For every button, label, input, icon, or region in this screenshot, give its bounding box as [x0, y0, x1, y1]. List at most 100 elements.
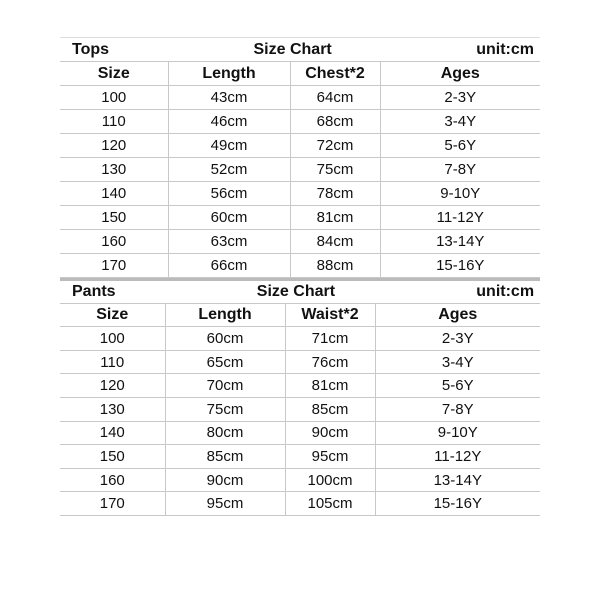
table-cell: 68cm: [289, 109, 380, 134]
table-cell: 150: [60, 205, 168, 230]
table-cell: 9-10Y: [374, 421, 541, 446]
table-cell: 95cm: [164, 491, 285, 516]
table-cell: 7-8Y: [379, 157, 540, 182]
table-row: 150 85cm 95cm 11-12Y: [60, 444, 541, 469]
table-cell: 43cm: [167, 85, 290, 110]
table-cell: 7-8Y: [374, 397, 541, 422]
column-header: Size: [60, 61, 168, 86]
table-cell: 49cm: [167, 133, 290, 158]
tops-size-table: Tops Size Chart unit:cm Size Length Chest*2 Ag…: [60, 37, 540, 278]
table-cell: 3-4Y: [379, 109, 540, 134]
table-cell: 11-12Y: [379, 205, 540, 230]
table-row: 160 63cm 84cm 13-14Y: [60, 229, 540, 254]
table-cell: 71cm: [284, 326, 375, 351]
table-cell: 81cm: [284, 373, 375, 398]
table-cell: 78cm: [289, 181, 380, 206]
table-cell: 84cm: [289, 229, 380, 254]
table-row: 150 60cm 81cm 11-12Y: [60, 205, 540, 230]
category-label: Pants: [72, 282, 116, 300]
table-row: 100 60cm 71cm 2-3Y: [60, 326, 541, 351]
table-cell: 70cm: [164, 373, 285, 398]
table-cell: 85cm: [164, 444, 285, 469]
table-title-row: Pants Size Chart unit:cm: [60, 278, 541, 304]
table-cell: 170: [60, 491, 165, 516]
table-cell: 100cm: [284, 468, 375, 493]
table-cell: 120: [60, 373, 165, 398]
header-row: Size Length Chest*2 Ages: [60, 61, 540, 86]
table-cell: 9-10Y: [379, 181, 540, 206]
table-cell: 81cm: [289, 205, 380, 230]
table-row: 170 95cm 105cm 15-16Y: [60, 491, 541, 516]
column-header: Size: [60, 303, 165, 328]
table-cell: 105cm: [284, 491, 375, 516]
table-cell: 60cm: [164, 326, 285, 351]
column-header: Ages: [379, 61, 540, 86]
table-cell: 100: [60, 326, 165, 351]
table-cell: 150: [60, 444, 165, 469]
table-cell: 160: [60, 468, 165, 493]
table-cell: 110: [60, 350, 165, 375]
table-cell: 140: [60, 421, 165, 446]
column-header: Length: [167, 61, 290, 86]
table-cell: 3-4Y: [374, 350, 541, 375]
table-cell: 110: [60, 109, 168, 134]
table-row: 140 80cm 90cm 9-10Y: [60, 421, 541, 446]
table-cell: 65cm: [164, 350, 285, 375]
table-row: 120 49cm 72cm 5-6Y: [60, 133, 540, 158]
category-label: Tops: [72, 40, 110, 58]
table-cell: 90cm: [284, 421, 375, 446]
table-cell: 11-12Y: [374, 444, 541, 469]
table-cell: 2-3Y: [379, 85, 540, 110]
table-cell: 15-16Y: [379, 253, 540, 278]
table-cell: 5-6Y: [374, 373, 541, 398]
column-header: Chest*2: [289, 61, 380, 86]
table-cell: 75cm: [164, 397, 285, 422]
table-row: 130 75cm 85cm 7-8Y: [60, 397, 541, 422]
table-cell: 130: [60, 397, 165, 422]
table-cell: 56cm: [167, 181, 290, 206]
table-cell: 75cm: [289, 157, 380, 182]
table-cell: 140: [60, 181, 168, 206]
column-header: Length: [164, 303, 285, 328]
table-row: 110 65cm 76cm 3-4Y: [60, 350, 541, 375]
unit-label: unit:cm: [476, 40, 534, 58]
chart-title: Size Chart: [256, 282, 336, 300]
table-cell: 100: [60, 85, 168, 110]
table-cell: 170: [60, 253, 168, 278]
table-cell: 46cm: [167, 109, 290, 134]
table-cell: 66cm: [167, 253, 290, 278]
column-header: Waist*2: [284, 303, 375, 328]
table-cell: 90cm: [164, 468, 285, 493]
table-cell: 120: [60, 133, 168, 158]
header-row: Size Length Waist*2 Ages: [60, 303, 541, 328]
table-cell: 13-14Y: [374, 468, 541, 493]
table-cell: 52cm: [167, 157, 290, 182]
table-cell: 80cm: [164, 421, 285, 446]
table-row: 120 70cm 81cm 5-6Y: [60, 373, 541, 398]
column-header: Ages: [374, 303, 541, 328]
table-cell: 5-6Y: [379, 133, 540, 158]
table-row: 170 66cm 88cm 15-16Y: [60, 253, 540, 278]
table-cell: 63cm: [167, 229, 290, 254]
table-row: 140 56cm 78cm 9-10Y: [60, 181, 540, 206]
table-cell: 13-14Y: [379, 229, 540, 254]
table-row: 160 90cm 100cm 13-14Y: [60, 468, 541, 493]
table-row: 110 46cm 68cm 3-4Y: [60, 109, 540, 134]
table-cell: 160: [60, 229, 168, 254]
table-cell: 88cm: [289, 253, 380, 278]
table-cell: 95cm: [284, 444, 375, 469]
table-title-row: Tops Size Chart unit:cm: [60, 37, 540, 62]
unit-label: unit:cm: [476, 282, 535, 300]
table-cell: 60cm: [167, 205, 290, 230]
table-cell: 130: [60, 157, 168, 182]
table-cell: 64cm: [289, 85, 380, 110]
table-cell: 85cm: [284, 397, 375, 422]
table-row: 100 43cm 64cm 2-3Y: [60, 85, 540, 110]
table-cell: 72cm: [289, 133, 380, 158]
table-cell: 15-16Y: [374, 491, 541, 516]
chart-title: Size Chart: [253, 40, 332, 58]
pants-size-table: Pants Size Chart unit:cm Size Length Waist*2 A…: [60, 278, 541, 516]
table-cell: 2-3Y: [374, 326, 541, 351]
table-cell: 76cm: [284, 350, 375, 375]
table-row: 130 52cm 75cm 7-8Y: [60, 157, 540, 182]
